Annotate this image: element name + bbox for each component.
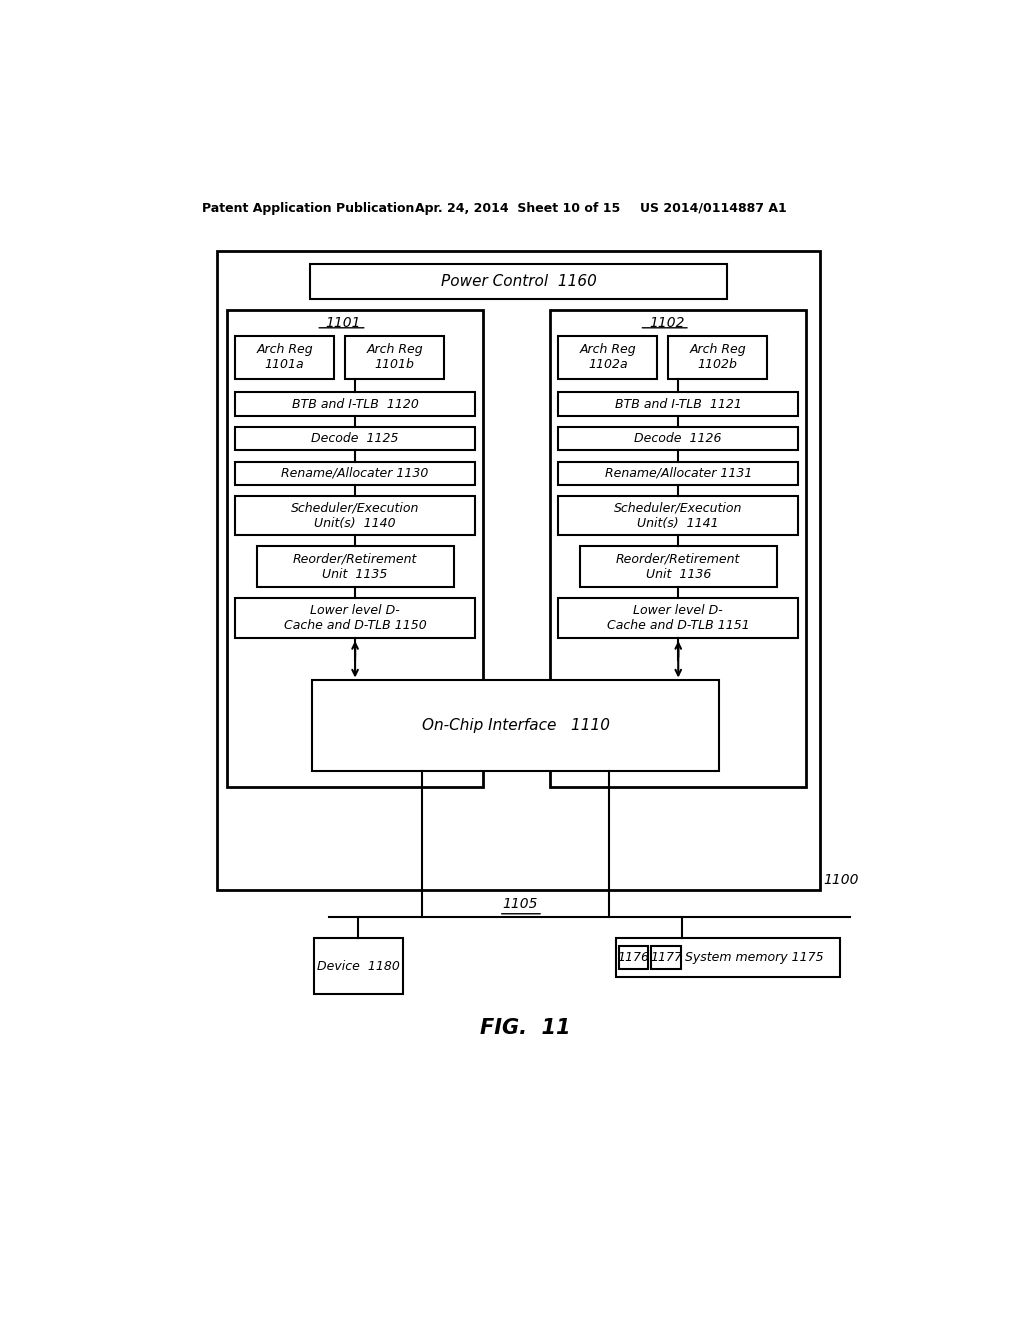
Text: FIG.  11: FIG. 11 xyxy=(479,1019,570,1039)
Text: 1101: 1101 xyxy=(326,317,361,330)
FancyBboxPatch shape xyxy=(651,946,681,969)
FancyBboxPatch shape xyxy=(312,681,719,771)
Text: Power Control  1160: Power Control 1160 xyxy=(440,275,597,289)
Text: Rename/Allocater 1130: Rename/Allocater 1130 xyxy=(282,467,429,480)
FancyBboxPatch shape xyxy=(227,310,483,788)
Text: Arch Reg
1101a: Arch Reg 1101a xyxy=(256,343,313,371)
FancyBboxPatch shape xyxy=(234,428,475,450)
FancyBboxPatch shape xyxy=(558,335,657,379)
FancyBboxPatch shape xyxy=(234,462,475,484)
Text: Arch Reg
1101b: Arch Reg 1101b xyxy=(367,343,423,371)
FancyBboxPatch shape xyxy=(615,939,841,977)
FancyBboxPatch shape xyxy=(669,335,767,379)
Text: Device  1180: Device 1180 xyxy=(317,960,399,973)
Text: BTB and I-TLB  1120: BTB and I-TLB 1120 xyxy=(292,397,419,411)
FancyBboxPatch shape xyxy=(558,462,799,484)
FancyBboxPatch shape xyxy=(257,546,454,586)
FancyBboxPatch shape xyxy=(558,428,799,450)
Text: Scheduler/Execution
Unit(s)  1140: Scheduler/Execution Unit(s) 1140 xyxy=(291,502,419,529)
FancyBboxPatch shape xyxy=(234,392,475,416)
Text: Rename/Allocater 1131: Rename/Allocater 1131 xyxy=(604,467,752,480)
Text: Arch Reg
1102b: Arch Reg 1102b xyxy=(689,343,746,371)
Text: Scheduler/Execution
Unit(s)  1141: Scheduler/Execution Unit(s) 1141 xyxy=(614,502,742,529)
FancyBboxPatch shape xyxy=(310,264,727,300)
Text: 1102: 1102 xyxy=(649,317,684,330)
Text: Reorder/Retirement
Unit  1136: Reorder/Retirement Unit 1136 xyxy=(616,553,740,581)
Text: 1100: 1100 xyxy=(823,873,859,887)
FancyBboxPatch shape xyxy=(234,335,334,379)
FancyBboxPatch shape xyxy=(313,939,402,994)
FancyBboxPatch shape xyxy=(618,946,648,969)
Text: Patent Application Publication: Patent Application Publication xyxy=(202,202,414,215)
FancyBboxPatch shape xyxy=(345,335,444,379)
Text: BTB and I-TLB  1121: BTB and I-TLB 1121 xyxy=(614,397,741,411)
FancyBboxPatch shape xyxy=(558,598,799,638)
Text: 1176: 1176 xyxy=(617,952,649,964)
Text: Arch Reg
1102a: Arch Reg 1102a xyxy=(580,343,636,371)
Text: US 2014/0114887 A1: US 2014/0114887 A1 xyxy=(640,202,786,215)
FancyBboxPatch shape xyxy=(580,546,776,586)
FancyBboxPatch shape xyxy=(234,496,475,535)
Text: Apr. 24, 2014  Sheet 10 of 15: Apr. 24, 2014 Sheet 10 of 15 xyxy=(415,202,620,215)
Text: Reorder/Retirement
Unit  1135: Reorder/Retirement Unit 1135 xyxy=(293,553,417,581)
Text: 1105: 1105 xyxy=(502,896,538,911)
Text: Lower level D-
Cache and D-TLB 1150: Lower level D- Cache and D-TLB 1150 xyxy=(284,605,426,632)
FancyBboxPatch shape xyxy=(558,496,799,535)
FancyBboxPatch shape xyxy=(217,251,820,890)
Text: System memory 1175: System memory 1175 xyxy=(685,952,824,964)
Text: Decode  1125: Decode 1125 xyxy=(311,432,398,445)
Text: On-Chip Interface   1110: On-Chip Interface 1110 xyxy=(422,718,610,734)
FancyBboxPatch shape xyxy=(558,392,799,416)
FancyBboxPatch shape xyxy=(550,310,806,788)
Text: 1177: 1177 xyxy=(650,952,682,964)
Text: Lower level D-
Cache and D-TLB 1151: Lower level D- Cache and D-TLB 1151 xyxy=(607,605,750,632)
Text: Decode  1126: Decode 1126 xyxy=(635,432,722,445)
FancyBboxPatch shape xyxy=(234,598,475,638)
